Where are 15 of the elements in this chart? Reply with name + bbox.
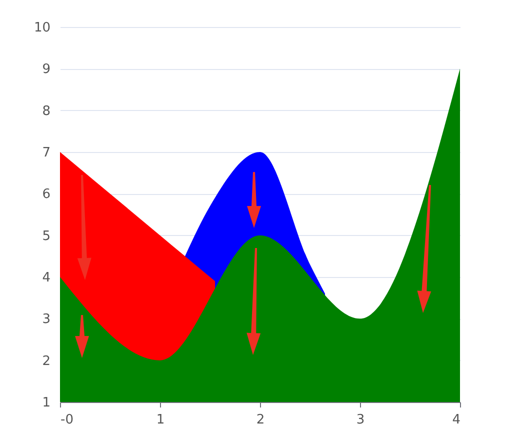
y-tick-label: 8	[42, 104, 50, 119]
x-tick-label: 2	[256, 412, 265, 428]
y-tick-label: 9	[42, 62, 50, 78]
x-tick-label: 3	[356, 412, 365, 428]
y-tick-label: 10	[34, 20, 50, 36]
y-tick-label: 3	[42, 312, 50, 328]
y-tick-label: 4	[42, 270, 50, 286]
x-tick-label: 4	[452, 412, 460, 428]
y-tick-label: 2	[42, 354, 50, 369]
y-tick-label: 5	[42, 228, 50, 244]
x-tick-label: -0	[60, 412, 74, 428]
x-tick-label: 1	[156, 412, 165, 428]
y-tick-label: 7	[42, 146, 50, 160]
y-tick-label: 1	[42, 396, 50, 410]
y-tick-label: 6	[42, 187, 50, 202]
